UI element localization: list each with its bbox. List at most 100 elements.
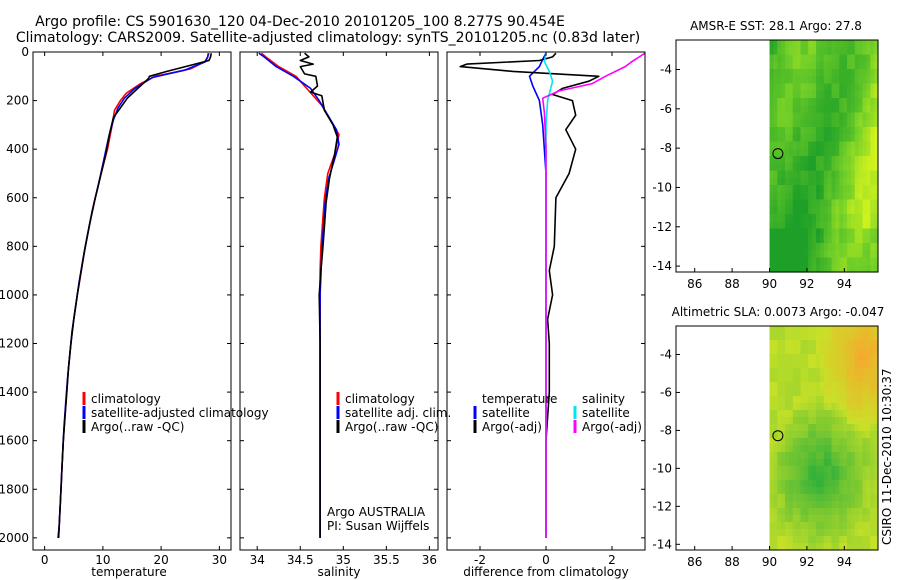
heatmap-cell — [804, 61, 809, 70]
heatmap-cell — [808, 354, 813, 362]
heatmap-cell — [823, 90, 829, 99]
heatmap-cell — [808, 156, 813, 164]
heatmap-cell — [827, 354, 833, 362]
heatmap-cell — [862, 163, 867, 172]
heatmap-cell — [773, 361, 778, 369]
heatmap-cell — [823, 119, 829, 128]
heatmap-cell — [769, 112, 774, 121]
heatmap-cell — [816, 543, 821, 551]
heatmap-cell — [804, 529, 809, 537]
heatmap-cell — [835, 347, 840, 355]
heatmap-cell — [870, 445, 875, 453]
heatmap-cell — [800, 375, 805, 383]
y-tick-label: -6 — [660, 102, 672, 116]
heatmap-cell — [843, 90, 848, 99]
heatmap-cell — [835, 354, 840, 362]
heatmap-cell — [870, 340, 875, 348]
heatmap-cell — [769, 148, 774, 157]
heatmap-cell — [816, 515, 821, 523]
heatmap-cell — [831, 417, 836, 425]
heatmap-cell — [870, 148, 875, 157]
heatmap-cell — [812, 487, 817, 495]
heatmap-cell — [781, 431, 786, 439]
heatmap-cell — [843, 522, 848, 530]
heatmap-cell — [785, 522, 790, 530]
heatmap-cell — [847, 105, 852, 114]
heatmap-cell — [870, 431, 875, 439]
heatmap-cell — [785, 382, 790, 390]
heatmap-cell — [781, 112, 786, 121]
heatmap-cell — [812, 459, 817, 467]
heatmap-cell — [874, 127, 879, 135]
heatmap-cell — [874, 250, 879, 259]
heatmap-cell — [858, 494, 864, 502]
heatmap-cell — [785, 134, 790, 143]
heatmap-cell — [835, 438, 840, 446]
heatmap-cell — [816, 112, 821, 121]
heatmap-cell — [854, 47, 860, 56]
heatmap-cell — [769, 487, 774, 495]
heatmap-cell — [769, 192, 774, 201]
heatmap-cell — [850, 375, 856, 383]
heatmap-cell — [874, 98, 879, 106]
heatmap-cell — [788, 206, 794, 215]
heatmap-cell — [792, 40, 798, 48]
heatmap-cell — [850, 148, 856, 157]
heatmap-cell — [847, 141, 852, 150]
heatmap-cell — [796, 515, 802, 523]
heatmap-cell — [831, 340, 836, 348]
heatmap-cell — [796, 112, 802, 121]
temperature-panel: 0 10 20 30020040060080010001200140016001800… — [0, 45, 269, 579]
heatmap-cell — [796, 375, 802, 383]
heatmap-cell — [792, 206, 798, 215]
heatmap-cell — [816, 487, 821, 495]
heatmap-cell — [788, 382, 794, 390]
heatmap-cell — [866, 185, 871, 193]
heatmap-cell — [835, 235, 840, 244]
heatmap-cell — [796, 368, 802, 376]
heatmap-cell — [777, 340, 782, 348]
heatmap-cell — [781, 501, 786, 509]
salinity-panel: 34 34.5 35 35.5 36 salinity climatology sate… — [239, 51, 451, 579]
heatmap-cell — [835, 192, 840, 201]
heatmap-cell — [827, 221, 833, 230]
heatmap-cell — [796, 529, 802, 537]
heatmap-cell — [796, 333, 802, 341]
series-line-climatology — [260, 52, 340, 538]
heatmap-cell — [788, 438, 794, 446]
heatmap-cell — [819, 250, 825, 259]
heatmap-cell — [769, 424, 774, 432]
heatmap-cell — [785, 148, 790, 157]
heatmap-cell — [769, 206, 774, 215]
heatmap-cell — [785, 452, 790, 460]
heatmap-cell — [874, 141, 879, 150]
heatmap-cell — [816, 494, 821, 502]
heatmap-cell — [788, 221, 794, 230]
heatmap-cell — [850, 403, 856, 411]
heatmap-cell — [781, 466, 786, 474]
heatmap-cell — [843, 228, 848, 237]
heatmap-cell — [823, 396, 829, 404]
heatmap-cell — [843, 47, 848, 56]
heatmap-cell — [788, 214, 794, 222]
heatmap-cell — [854, 459, 860, 467]
heatmap-cell — [870, 40, 875, 48]
heatmap-cell — [835, 361, 840, 369]
heatmap-cell — [819, 333, 825, 341]
heatmap-cell — [854, 382, 860, 390]
legend-label-satellite: satellite adj. clim. — [345, 406, 451, 420]
heatmap-cell — [874, 494, 879, 502]
heatmap-cell — [785, 40, 790, 48]
heatmap-cell — [808, 170, 813, 179]
heatmap-cell — [870, 417, 875, 425]
heatmap-cell — [831, 156, 836, 164]
heatmap-cell — [870, 508, 875, 516]
heatmap-cell — [773, 333, 778, 341]
heatmap-cell — [831, 54, 836, 63]
heatmap-cell — [858, 543, 864, 551]
heatmap-cell — [835, 112, 840, 121]
heatmap-cell — [785, 438, 790, 446]
heatmap-cell — [819, 214, 825, 222]
heatmap-cell — [839, 228, 844, 237]
heatmap-cell — [816, 264, 821, 273]
